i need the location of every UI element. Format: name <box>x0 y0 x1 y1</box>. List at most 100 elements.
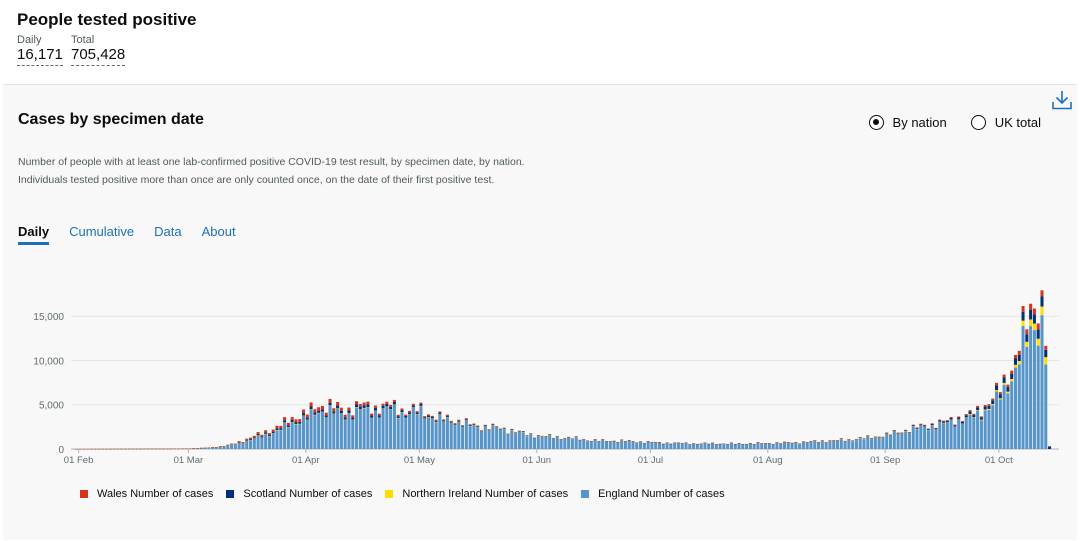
bar-wales[interactable] <box>389 404 393 407</box>
bar-scotland[interactable] <box>302 413 306 416</box>
bar-england[interactable] <box>302 415 306 449</box>
bar-england[interactable] <box>1029 326 1033 449</box>
bar-england[interactable] <box>673 442 677 449</box>
bar-scotland[interactable] <box>900 432 904 434</box>
bar-wales[interactable] <box>230 443 234 445</box>
bar-wales[interactable] <box>953 424 957 426</box>
bar-wales[interactable] <box>430 415 434 417</box>
bar-england[interactable] <box>275 430 279 449</box>
legend-item-england[interactable]: England Number of cases <box>581 488 725 500</box>
bar-england[interactable] <box>915 429 919 449</box>
bar-england[interactable] <box>862 439 866 449</box>
bar-scotland[interactable] <box>373 407 377 411</box>
bar-wales[interactable] <box>381 403 385 406</box>
bar-scotland[interactable] <box>392 401 396 405</box>
bar-england[interactable] <box>714 444 718 449</box>
bar-england[interactable] <box>1032 330 1036 449</box>
bar-england[interactable] <box>468 426 472 449</box>
bar-scotland[interactable] <box>888 434 893 436</box>
bar-wales[interactable] <box>1002 374 1006 378</box>
bar-england[interactable] <box>745 444 749 449</box>
bar-wales[interactable] <box>1036 323 1040 330</box>
bar-wales[interactable] <box>1025 329 1029 335</box>
legend-item-northern-ireland[interactable]: Northern Ireland Number of cases <box>385 488 568 500</box>
bar-wales[interactable] <box>1044 345 1048 350</box>
bar-england[interactable] <box>290 422 294 449</box>
bar-england[interactable] <box>495 427 499 449</box>
bar-england[interactable] <box>813 440 817 449</box>
bar-scotland[interactable] <box>964 415 968 418</box>
bar-wales[interactable] <box>930 423 934 424</box>
bar-england[interactable] <box>801 441 805 449</box>
bar-england[interactable] <box>767 443 771 449</box>
bar-scotland[interactable] <box>468 425 472 426</box>
bar-northern-ireland[interactable] <box>968 413 972 415</box>
bar-scotland[interactable] <box>286 425 290 428</box>
bar-wales[interactable] <box>461 425 465 426</box>
bar-england[interactable] <box>347 413 351 449</box>
bar-england[interactable] <box>995 391 999 449</box>
bar-england[interactable] <box>695 444 699 449</box>
bar-wales[interactable] <box>332 408 336 412</box>
bar-england[interactable] <box>430 418 434 449</box>
bar-scotland[interactable] <box>347 410 351 414</box>
bar-scotland[interactable] <box>873 436 877 438</box>
bar-england[interactable] <box>866 436 870 449</box>
bar-scotland[interactable] <box>275 428 279 430</box>
bar-northern-ireland[interactable] <box>983 409 987 411</box>
bar-england[interactable] <box>343 419 347 449</box>
bar-scotland[interactable] <box>972 415 976 418</box>
bar-england[interactable] <box>892 431 896 449</box>
bar-england[interactable] <box>945 422 949 449</box>
bar-northern-ireland[interactable] <box>1010 379 1014 382</box>
bar-northern-ireland[interactable] <box>1032 323 1036 331</box>
bar-scotland[interactable] <box>400 410 404 413</box>
bar-england[interactable] <box>442 421 446 449</box>
bar-scotland[interactable] <box>919 424 923 426</box>
bar-england[interactable] <box>563 438 567 449</box>
bar-scotland[interactable] <box>408 412 412 415</box>
bar-england[interactable] <box>370 417 374 449</box>
bar-scotland[interactable] <box>866 435 870 437</box>
bar-wales[interactable] <box>415 411 419 413</box>
bar-wales[interactable] <box>320 405 324 410</box>
bar-england[interactable] <box>877 437 881 449</box>
bar-scotland[interactable] <box>370 415 374 418</box>
bar-england[interactable] <box>271 433 275 449</box>
bar-england[interactable] <box>525 436 529 449</box>
bar-england[interactable] <box>942 423 946 449</box>
bar-scotland[interactable] <box>438 412 442 415</box>
bar-wales[interactable] <box>445 414 449 416</box>
bar-wales[interactable] <box>464 418 468 420</box>
bar-wales[interactable] <box>495 426 499 427</box>
bar-scotland[interactable] <box>453 423 457 425</box>
bar-england[interactable] <box>544 436 548 449</box>
bar-england[interactable] <box>646 441 650 449</box>
bar-wales[interactable] <box>286 422 290 426</box>
bar-wales[interactable] <box>1021 305 1025 312</box>
bar-wales[interactable] <box>998 392 1002 395</box>
bar-scotland[interactable] <box>328 402 332 406</box>
bar-scotland[interactable] <box>945 420 949 423</box>
bar-scotland[interactable] <box>324 415 328 418</box>
bar-wales[interactable] <box>377 413 381 416</box>
bar-scotland[interactable] <box>885 432 889 434</box>
bar-england[interactable] <box>817 442 821 449</box>
bar-england[interactable] <box>650 442 654 449</box>
bar-wales[interactable] <box>964 414 968 416</box>
bar-wales[interactable] <box>423 416 427 418</box>
bar-scotland[interactable] <box>495 426 499 428</box>
bar-england[interactable] <box>294 424 298 449</box>
bar-scotland[interactable] <box>290 420 294 423</box>
bar-england[interactable] <box>957 419 961 449</box>
bar-scotland[interactable] <box>1040 296 1044 307</box>
bar-wales[interactable] <box>305 414 309 418</box>
bar-england[interactable] <box>642 443 646 449</box>
bar-england[interactable] <box>805 442 809 449</box>
bar-england[interactable] <box>586 440 590 449</box>
bar-england[interactable] <box>233 444 237 449</box>
bar-wales[interactable] <box>1017 350 1021 355</box>
bar-england[interactable] <box>888 435 893 449</box>
bar-england[interactable] <box>419 406 423 449</box>
bar-scotland[interactable] <box>362 405 366 408</box>
